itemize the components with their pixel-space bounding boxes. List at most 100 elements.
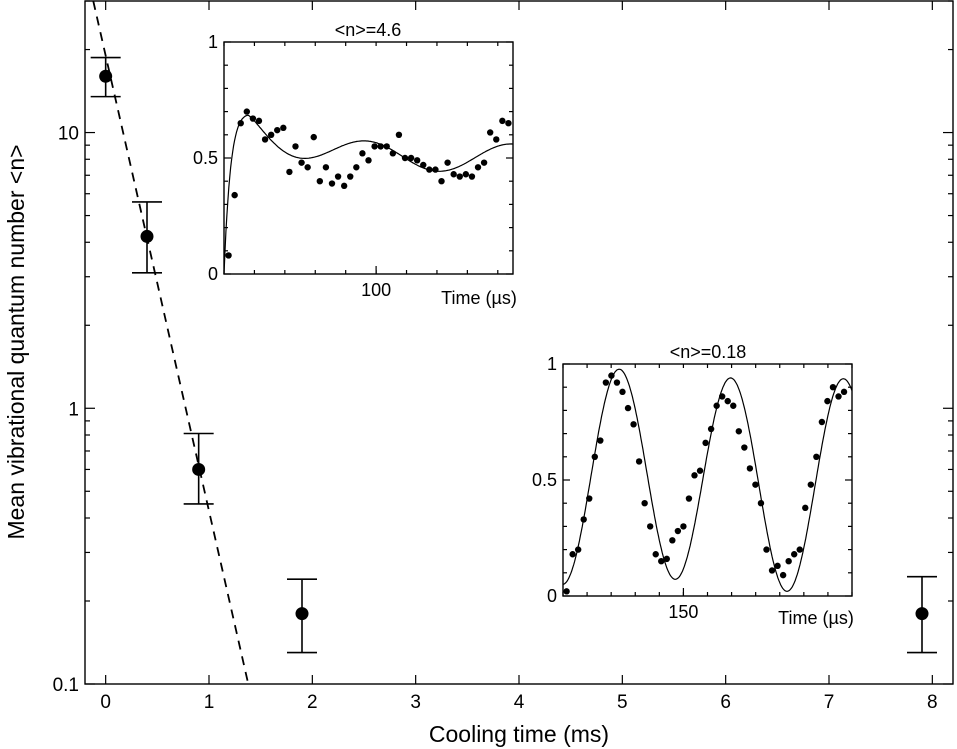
inset-bottom-right-frame xyxy=(562,363,853,597)
inset-data-point xyxy=(286,168,293,176)
inset-data-point xyxy=(316,178,324,185)
main-x-tick-label: 0 xyxy=(100,692,111,713)
inset-bottom-right: 0 0.5 1 150 <n>=0.18 Time (µs) xyxy=(532,342,854,628)
inset-data-point xyxy=(334,173,342,180)
inset-data-point xyxy=(444,159,451,166)
inset-data-point xyxy=(462,171,470,178)
inset-data-point xyxy=(249,115,257,122)
inset-top-left-title: <n>=4.6 xyxy=(335,20,402,40)
inset-data-point xyxy=(746,465,754,472)
inset-data-point xyxy=(237,120,244,127)
inset-data-point xyxy=(663,555,670,563)
inset-top-left-fit-layer xyxy=(223,114,513,275)
inset-data-point xyxy=(280,124,287,132)
main-x-tick-label: 7 xyxy=(824,692,835,713)
inset-data-point xyxy=(635,458,643,465)
inset-data-point xyxy=(432,166,439,173)
inset-data-point xyxy=(347,173,354,180)
main-y-tick-label: 0.1 xyxy=(53,675,79,696)
inset-data-point xyxy=(813,453,820,460)
inset-data-point xyxy=(630,421,637,428)
inset-data-point xyxy=(340,182,348,190)
inset-data-point xyxy=(353,164,360,171)
inset-data-point xyxy=(261,136,269,143)
inset-data-point xyxy=(580,516,587,523)
data-point xyxy=(140,229,154,243)
inset-data-point xyxy=(718,393,726,400)
inset-data-point xyxy=(763,546,770,553)
inset-data-point xyxy=(802,504,809,512)
inset-data-point xyxy=(304,164,311,171)
inset-fit-curve xyxy=(223,114,513,275)
data-point xyxy=(192,462,206,476)
inset-data-point xyxy=(569,551,576,558)
data-point xyxy=(915,607,929,621)
inset-data-point xyxy=(796,546,803,553)
main-y-tick-label: 10 xyxy=(58,124,79,145)
inset-data-point xyxy=(835,393,842,400)
inset-data-point xyxy=(328,180,336,187)
inset-data-point xyxy=(658,558,665,565)
main-x-tick-label: 1 xyxy=(204,692,215,713)
inset-top-left-x-label: Time (µs) xyxy=(441,288,517,308)
inset-data-point xyxy=(255,117,263,125)
main-x-axis-label: Cooling time (ms) xyxy=(429,721,609,747)
inset-bottom-right-x-label: Time (µs) xyxy=(778,608,854,628)
inset-data-point xyxy=(371,143,378,150)
inset-data-point xyxy=(450,171,457,178)
inset-data-point xyxy=(401,154,409,162)
inset-data-point xyxy=(707,425,715,433)
inset-data-point xyxy=(702,439,709,447)
inset-data-point xyxy=(669,537,676,544)
inset-x-tick-label: 150 xyxy=(668,602,698,622)
inset-data-point xyxy=(602,379,610,386)
inset-y-tick-label: 0.5 xyxy=(532,470,557,490)
inset-data-point xyxy=(680,523,687,530)
inset-data-point xyxy=(243,108,251,115)
inset-data-point xyxy=(619,388,626,396)
inset-data-point xyxy=(420,161,427,169)
data-point xyxy=(99,69,113,83)
inset-data-point xyxy=(597,437,604,444)
main-fit-layer xyxy=(92,1,250,684)
inset-data-point xyxy=(652,551,659,558)
inset-data-point xyxy=(505,120,512,127)
inset-data-point xyxy=(735,428,743,435)
inset-bottom-right-fit-layer xyxy=(562,368,853,592)
inset-data-point xyxy=(426,166,433,173)
inset-data-point xyxy=(752,481,759,488)
inset-top-left: 0 0.5 1 100 <n>=4.6 Time (µs) xyxy=(193,20,517,308)
inset-data-point xyxy=(624,404,632,412)
inset-data-point xyxy=(456,173,463,180)
inset-data-point xyxy=(696,467,704,474)
main-x-tick-label: 2 xyxy=(307,692,318,713)
inset-y-tick-label: 0.5 xyxy=(193,148,218,168)
inset-data-point xyxy=(383,143,390,150)
data-point xyxy=(295,607,309,621)
inset-data-point xyxy=(779,571,787,579)
inset-x-tick-label: 100 xyxy=(361,280,391,300)
inset-data-point xyxy=(322,164,330,171)
inset-data-point xyxy=(785,558,792,565)
inset-data-point xyxy=(438,178,445,185)
inset-data-point xyxy=(840,388,848,396)
inset-data-point xyxy=(574,546,582,553)
inset-data-point xyxy=(685,495,693,502)
inset-data-point xyxy=(824,397,831,405)
inset-data-point xyxy=(413,157,421,164)
inset-data-point xyxy=(768,567,776,574)
inset-data-point xyxy=(757,500,765,507)
inset-data-point xyxy=(608,372,615,379)
inset-data-point xyxy=(359,150,366,157)
inset-data-point xyxy=(298,159,305,166)
inset-data-point xyxy=(365,157,372,164)
inset-bottom-right-points-layer xyxy=(563,372,848,595)
inset-data-point xyxy=(563,588,570,595)
inset-data-point xyxy=(389,150,397,157)
main-points-layer xyxy=(90,56,937,654)
inset-data-point xyxy=(310,133,317,141)
inset-fit-curve xyxy=(562,368,853,592)
inset-data-point xyxy=(395,131,403,138)
main-x-tick-label: 6 xyxy=(720,692,731,713)
